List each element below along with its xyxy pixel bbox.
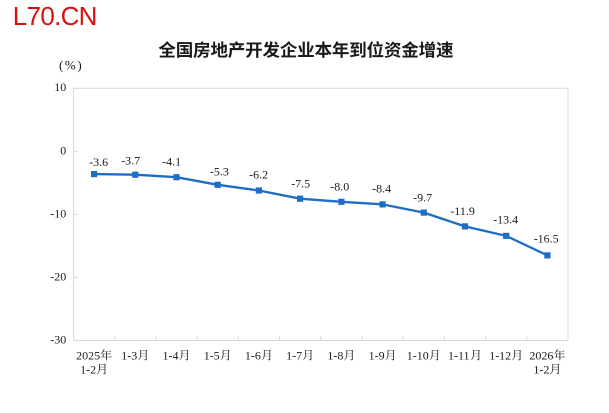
svg-text:(%): (%) xyxy=(59,58,83,73)
svg-text:1-11: 1-11 xyxy=(448,349,470,363)
svg-text:1-7: 1-7 xyxy=(286,349,302,363)
svg-text:-13.4: -13.4 xyxy=(493,212,518,226)
svg-text:-8.4: -8.4 xyxy=(372,182,391,196)
svg-text:-3.6: -3.6 xyxy=(89,155,108,169)
svg-text:-9.7: -9.7 xyxy=(413,190,432,204)
svg-text:10: 10 xyxy=(54,80,66,94)
svg-text:-10: -10 xyxy=(50,206,66,220)
svg-text:-5.3: -5.3 xyxy=(210,164,229,178)
svg-text:-11.9: -11.9 xyxy=(450,204,475,218)
svg-text:1-4: 1-4 xyxy=(163,349,179,363)
svg-text:-6.2: -6.2 xyxy=(249,168,268,182)
svg-text:0: 0 xyxy=(60,143,66,157)
svg-text:1-2: 1-2 xyxy=(533,362,549,376)
svg-text:-20: -20 xyxy=(50,269,66,283)
svg-text:1-9: 1-9 xyxy=(369,349,385,363)
svg-text:-4.1: -4.1 xyxy=(162,154,181,168)
svg-text:2026: 2026 xyxy=(529,349,553,363)
svg-text:2025: 2025 xyxy=(76,349,100,363)
svg-text:1-12: 1-12 xyxy=(489,349,511,363)
svg-text:1-2: 1-2 xyxy=(80,362,96,376)
svg-text:1-10: 1-10 xyxy=(407,349,429,363)
svg-text:-30: -30 xyxy=(50,333,66,347)
svg-text:-7.5: -7.5 xyxy=(291,176,310,190)
svg-text:1-5: 1-5 xyxy=(204,349,220,363)
svg-text:1-3: 1-3 xyxy=(121,349,137,363)
svg-text:1-6: 1-6 xyxy=(245,349,261,363)
svg-text:-3.7: -3.7 xyxy=(121,154,140,168)
svg-text:-16.5: -16.5 xyxy=(534,231,559,245)
svg-text:L70.CN: L70.CN xyxy=(13,1,97,31)
svg-text:-8.0: -8.0 xyxy=(330,180,349,194)
svg-text:1-8: 1-8 xyxy=(327,349,343,363)
